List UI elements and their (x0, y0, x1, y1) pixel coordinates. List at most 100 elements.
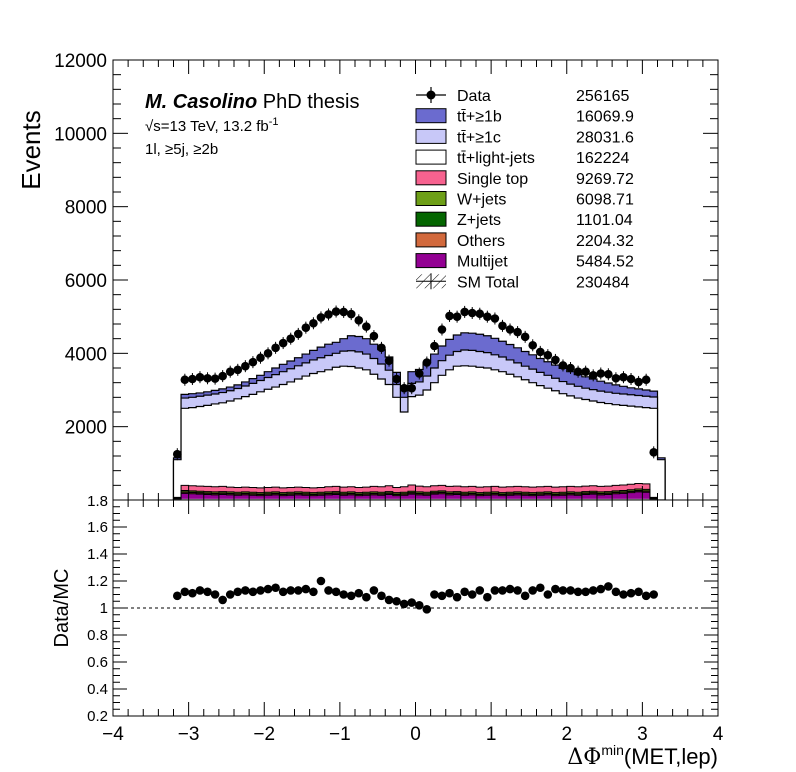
data-point (316, 313, 326, 322)
x-tick-label: 1 (486, 724, 497, 745)
ratio-panel: 0.2 0.4 0.6 0.8 1 1.2 1.4 1.6 −4 −3 −2 −1 0 1 2 3 4 Dat… (51, 499, 724, 770)
ratio-point (218, 595, 227, 605)
x-tick-label: 3 (637, 724, 648, 745)
ratio-y-tick-label: 0.2 (87, 708, 108, 725)
ratio-point (369, 586, 379, 595)
ratio-point (414, 601, 424, 610)
ratio-point (452, 592, 462, 602)
legend-swatch (415, 191, 447, 206)
data-point (225, 367, 235, 376)
y-tick-label: 8000 (65, 198, 107, 219)
ratio-y-tick-label: 1.6 (87, 519, 108, 536)
data-point (210, 374, 220, 383)
legend-label: Z+jets (457, 212, 501, 229)
data-point (248, 357, 258, 367)
legend-entry: Single top 9269.72 (415, 170, 634, 188)
x-axis-label: ΔΦmin(MET,lep) (567, 742, 718, 770)
ratio-point (611, 587, 621, 597)
data-point (188, 374, 197, 384)
selection-label: 1l, ≥5j, ≥2b (145, 141, 218, 158)
ratio-point (422, 605, 432, 614)
ratio-y-axis-label: Data/MC (51, 569, 73, 648)
legend-label: tt̄+light-jets (457, 150, 535, 167)
ratio-point (437, 591, 447, 601)
legend-entry: tt̄+light-jets 162224 (415, 149, 629, 167)
legend-value: 230484 (576, 274, 629, 291)
ratio-point (256, 586, 265, 595)
ratio-point (649, 590, 659, 599)
data-point (566, 363, 575, 373)
data-point (498, 321, 507, 331)
ratio-y-tick-label: 0.6 (87, 654, 108, 671)
legend-data-marker (426, 90, 436, 100)
x-axis-label-sup: min (601, 742, 624, 758)
data-point (596, 369, 606, 378)
legend-entry: tt̄+≥1b 16069.9 (415, 108, 634, 126)
title-rest: PhD thesis (257, 91, 359, 113)
ratio-point (475, 586, 485, 595)
data-point (309, 318, 318, 328)
data-point (407, 383, 417, 393)
x-tick-label: 0 (410, 724, 421, 745)
plot-annotation: M. Casolino PhD thesis √s=13 TeV, 13.2 f… (145, 91, 360, 158)
data-point (604, 369, 613, 379)
data-points (172, 305, 659, 461)
ratio-point (460, 587, 469, 597)
x-tick-label: −2 (253, 724, 275, 745)
data-point (301, 323, 311, 332)
ratio-point (377, 591, 386, 601)
data-point (445, 311, 454, 321)
ratio-point (172, 591, 182, 601)
y-tick-label: 2000 (65, 418, 107, 439)
ratio-point (241, 586, 250, 595)
ratio-y-tick-label: 1 (100, 600, 108, 617)
ratio-point (331, 587, 341, 597)
legend-swatch (415, 128, 447, 144)
data-point (286, 334, 296, 343)
legend-label: SM Total (457, 274, 519, 291)
ratio-point (309, 587, 318, 597)
data-point (324, 310, 333, 319)
energy-sup: -1 (269, 116, 279, 128)
data-point (339, 307, 348, 317)
ratio-point (339, 590, 348, 599)
legend-label: Multijet (457, 254, 508, 271)
legend-entry: tt̄+≥1c 28031.6 (415, 128, 634, 146)
title-bold: M. Casolino (145, 91, 257, 113)
ratio-point (399, 599, 409, 609)
ratio-point (362, 592, 371, 602)
ratio-point (634, 587, 643, 597)
main-y-axis-label: Events (16, 110, 46, 190)
ratio-point (558, 586, 568, 595)
ratio-point (324, 586, 333, 595)
ratio-point (188, 588, 197, 598)
data-point (467, 308, 477, 318)
data-point (543, 350, 553, 360)
legend-value: 2204.32 (576, 233, 634, 250)
ratio-y-tick-label: 0.4 (87, 681, 108, 698)
x-tick-label: 2 (561, 724, 572, 745)
data-point (218, 371, 227, 381)
x-axis-label-rest: (MET,lep) (624, 744, 718, 769)
data-point (422, 358, 432, 367)
ratio-point (566, 586, 575, 595)
ratio-point (195, 586, 205, 595)
ratio-point (263, 584, 273, 594)
legend-entry: SM Total 230484 (416, 273, 629, 291)
ratio-point (520, 591, 530, 601)
data-point (520, 332, 530, 342)
legend-swatch (415, 211, 447, 227)
ratio-point (528, 586, 538, 595)
ratio-point (641, 591, 651, 601)
data-point (180, 375, 190, 385)
legend-value: 5484.52 (576, 254, 634, 271)
data-point (460, 307, 469, 317)
data-point (241, 361, 250, 371)
data-point (346, 309, 356, 319)
main-bottom-tick-label: 1.8 (87, 493, 108, 510)
ratio-point (293, 586, 303, 595)
data-point (551, 355, 560, 365)
x-tick-label: −1 (329, 724, 351, 745)
legend-swatch (415, 149, 447, 165)
